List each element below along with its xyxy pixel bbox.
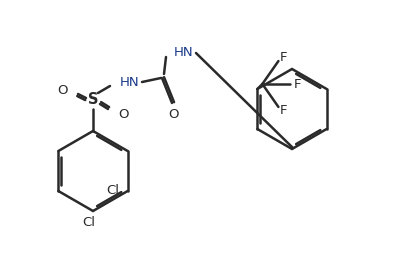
Text: O: O [58, 84, 68, 97]
Text: F: F [293, 78, 301, 91]
Text: O: O [168, 108, 178, 121]
Text: Cl: Cl [82, 216, 95, 229]
Text: F: F [279, 105, 287, 117]
Text: S: S [88, 92, 98, 107]
Text: HN: HN [120, 77, 139, 89]
Text: HN: HN [174, 45, 194, 59]
Text: Cl: Cl [107, 185, 120, 197]
Text: F: F [279, 51, 287, 64]
Text: O: O [118, 109, 129, 121]
